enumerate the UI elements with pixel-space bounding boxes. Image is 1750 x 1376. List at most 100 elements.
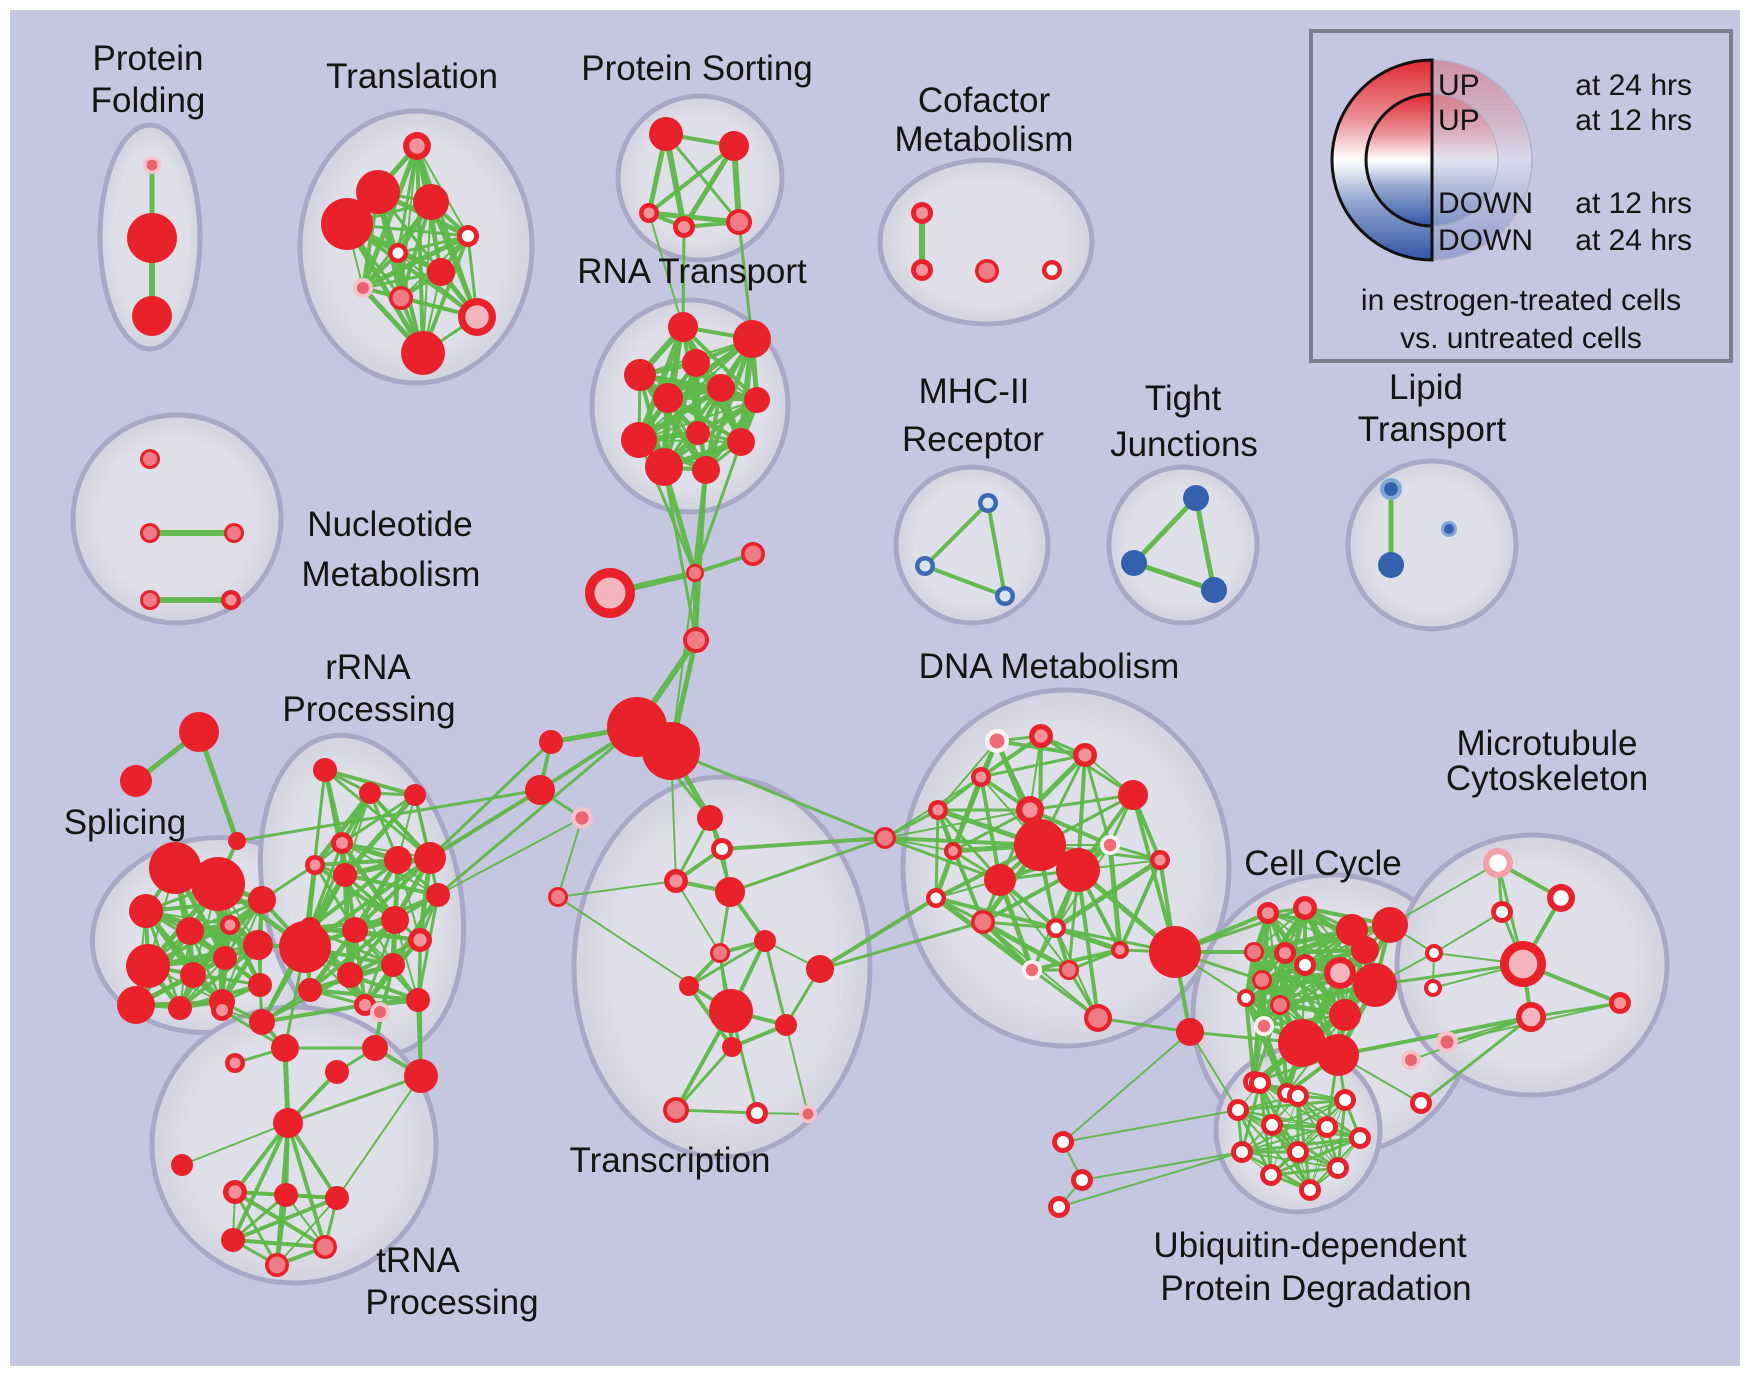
legend-time-0: at 24 hrs — [1575, 69, 1692, 102]
node-core-u10 — [1264, 1168, 1278, 1182]
edge-la2-r19 — [437, 817, 583, 896]
node-tr10 — [401, 331, 445, 375]
edge-mhc-mh0-mh1 — [923, 501, 990, 568]
node-core-cc6 — [1278, 946, 1292, 960]
edge-md2-tn3 — [286, 1074, 423, 1125]
node-core-cc13 — [1257, 1019, 1271, 1033]
node-core-u3 — [1231, 1103, 1245, 1117]
edge-translation-tr0-tr10 — [415, 144, 425, 355]
edge-cx0-dm10 — [884, 837, 954, 852]
node-r10 — [381, 906, 409, 934]
cluster-label-tight-junctions-0: Tight — [1145, 379, 1222, 418]
node-core-r4 — [309, 859, 321, 871]
cluster-tight-junctions — [1106, 464, 1260, 626]
node-core-cc5 — [1247, 945, 1261, 959]
node-core-mt9 — [1440, 1035, 1454, 1049]
node-core-tx12 — [666, 1100, 686, 1120]
node-tx10 — [775, 1014, 797, 1036]
edge-translation-tr0-tr5 — [396, 144, 419, 255]
node-core-dm15 — [1050, 922, 1062, 934]
node-core-ps3 — [677, 220, 691, 234]
edge-dm19-dm8 — [1076, 868, 1100, 1020]
node-rt3 — [682, 349, 710, 377]
node-core-b2 — [1052, 1200, 1066, 1214]
cluster-protein-sorting — [615, 93, 785, 263]
node-tx9 — [709, 989, 753, 1033]
edge-cell-cycle-cc13-cc18 — [1262, 1024, 1289, 1095]
node-core-cc8 — [1330, 963, 1350, 983]
node-core-mt4 — [1521, 1007, 1541, 1027]
node-tj2 — [1201, 577, 1227, 603]
edge-h1-r19 — [436, 725, 639, 897]
node-core-md3 — [374, 1006, 386, 1018]
node-core-nm4 — [225, 594, 237, 606]
edge-mt4-cc16 — [1336, 1015, 1533, 1057]
node-core-mh0 — [982, 497, 994, 509]
node-r7 — [414, 842, 446, 874]
node-core-sp2 — [744, 545, 762, 563]
node-dm9 — [984, 864, 1016, 896]
legend-direction-2: DOWN — [1438, 187, 1533, 220]
node-sl13 — [248, 973, 272, 997]
edge-h2-cx0 — [669, 749, 887, 840]
node-core-mt6 — [1429, 948, 1439, 958]
edge-tx12-tx13 — [674, 1108, 759, 1115]
edge-dna-metabolism-dm16-dm18 — [1030, 948, 1122, 972]
node-sl8 — [248, 886, 276, 914]
node-core-u9 — [1331, 1161, 1345, 1175]
node-tj1 — [1121, 550, 1147, 576]
node-core-cf3 — [1046, 264, 1058, 276]
node-core-dm11 — [1103, 838, 1117, 852]
edge-ps3-rt0 — [681, 225, 686, 329]
legend-direction-3: DOWN — [1438, 224, 1533, 257]
node-tj0 — [1183, 485, 1209, 511]
node-core-tr5 — [392, 247, 404, 259]
legend-time-2: at 12 hrs — [1575, 187, 1692, 220]
node-sl0 — [149, 842, 201, 894]
cluster-label-mhc-ii-receptor-0: MHC-II — [919, 372, 1030, 411]
node-core-u0 — [1253, 1076, 1267, 1090]
edge-trna-hexamer-tn7-tn10 — [276, 1197, 338, 1266]
node-dm6 — [1118, 780, 1148, 810]
node-sl10 — [117, 986, 155, 1024]
node-md1 — [325, 1060, 349, 1084]
node-sl2 — [129, 894, 163, 928]
edge-rrna-processing-r7-r9 — [353, 856, 432, 932]
node-dm7 — [1014, 819, 1066, 871]
cluster-label-lipid-transport-0: Lipid — [1389, 368, 1463, 407]
node-tn7 — [325, 1186, 349, 1210]
edge-splicing-sl9-sl11 — [178, 943, 260, 1010]
edge-sp0-h2 — [670, 572, 696, 752]
cluster-label-transcription-0: Transcription — [570, 1141, 771, 1180]
node-core-tn2 — [229, 1057, 241, 1069]
node-core-mh2 — [999, 590, 1011, 602]
edge-translation-tr4-tr5 — [396, 234, 470, 255]
node-tt1 — [120, 765, 152, 797]
node-pf1 — [127, 213, 177, 263]
node-r12 — [337, 962, 363, 988]
node-core-tx4 — [551, 890, 565, 904]
node-core-tx6 — [713, 946, 727, 960]
edge-bc1-u3 — [1189, 1031, 1239, 1111]
node-core-cx0 — [877, 830, 893, 846]
node-core-mt2 — [1495, 905, 1509, 919]
node-tr2 — [413, 184, 449, 220]
node-tx11 — [722, 1037, 742, 1057]
edge-dna-metabolism-dm13-dm16 — [933, 895, 1035, 973]
node-cc15 — [1278, 1019, 1326, 1067]
node-rt11 — [692, 456, 720, 484]
node-bc0 — [1149, 926, 1201, 978]
edge-tx8-dm13 — [818, 896, 938, 971]
node-core-tn10 — [268, 1256, 286, 1274]
node-rt6 — [744, 387, 770, 413]
cluster-label-cell-cycle-0: Cell Cycle — [1244, 844, 1402, 883]
cluster-lipid-transport — [1345, 458, 1519, 632]
node-tt2 — [228, 832, 246, 850]
node-rt2 — [624, 359, 656, 391]
node-tx3 — [715, 877, 745, 907]
node-core-r14 — [413, 933, 427, 947]
node-core-mt8 — [1414, 1096, 1428, 1110]
node-sl11 — [168, 996, 192, 1020]
node-core-u8 — [1291, 1145, 1305, 1159]
node-sl1 — [191, 857, 245, 911]
